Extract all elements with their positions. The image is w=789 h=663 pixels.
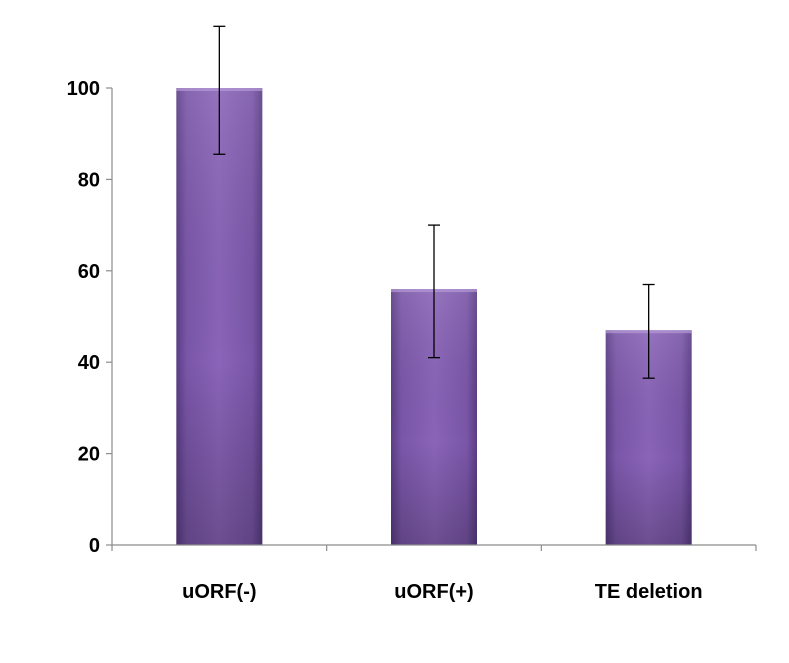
bar-shade: [176, 88, 263, 545]
bar: [176, 88, 263, 545]
x-category-label: TE deletion: [595, 581, 703, 603]
y-tick-label: 0: [89, 535, 100, 557]
x-category-label: uORF(-): [182, 581, 256, 603]
y-tick-label: 100: [67, 78, 100, 100]
y-tick-label: 20: [78, 444, 100, 466]
labels: 0 20 40 60 80 100 uORF(-) uORF(+) TE deletion: [67, 78, 703, 603]
y-tick-label: 80: [78, 169, 100, 191]
error-bars: [213, 25, 655, 379]
error-bar: [428, 224, 440, 359]
axes: [106, 87, 757, 551]
error-bar: [213, 25, 226, 155]
error-bar: [642, 283, 655, 379]
y-tick-label: 60: [78, 261, 100, 283]
x-category-label: uORF(+): [394, 581, 473, 603]
y-tick-label: 40: [78, 352, 100, 374]
